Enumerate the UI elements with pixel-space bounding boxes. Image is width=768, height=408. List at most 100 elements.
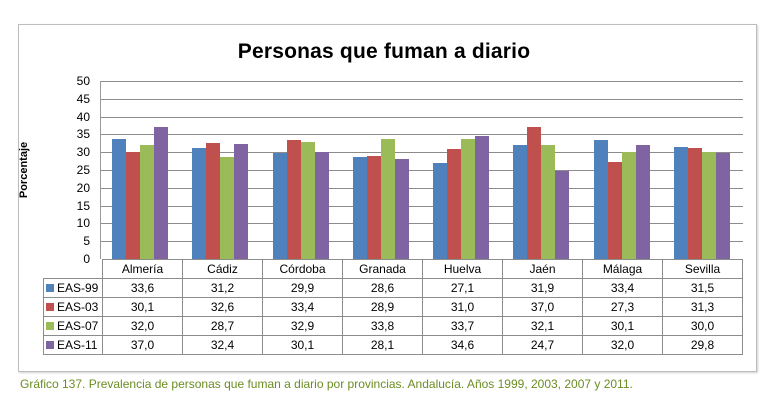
gridline	[101, 116, 743, 118]
table-cell: 32,1	[502, 316, 583, 336]
table-cell: 32,0	[102, 316, 183, 336]
category-header: Almería	[102, 259, 183, 279]
gridline	[101, 152, 743, 154]
table-row: EAS-11 37,0 32,4 30,1 28,1 34,6 24,7 32,0 29,8	[43, 335, 743, 355]
table-cell: 24,7	[502, 335, 583, 355]
gridline	[101, 134, 743, 136]
legend-label: EAS-11	[57, 338, 98, 352]
gridline	[101, 170, 743, 171]
y-axis-label: Porcentaje	[18, 141, 30, 199]
y-tick-label: 20	[76, 180, 90, 195]
category-header: Cádiz	[182, 259, 263, 279]
table-cell: 32,4	[182, 335, 263, 355]
bar-eas-07-4	[461, 139, 476, 259]
bar-eas-11-4	[475, 135, 490, 259]
gridline	[101, 98, 743, 100]
bar-eas-11-0	[154, 127, 169, 259]
table-cell: 30,1	[582, 316, 663, 336]
table-cell: 31,9	[502, 278, 583, 298]
legend-header-blank	[43, 259, 103, 279]
table-cell: 28,1	[342, 335, 423, 355]
table-cell: 28,7	[182, 316, 263, 336]
bar-eas-11-1	[234, 143, 249, 259]
bar-eas-11-6	[635, 145, 650, 259]
table-cell: 32,9	[262, 316, 343, 336]
table-cell: 29,9	[262, 278, 343, 298]
table-cell: 31,0	[422, 297, 503, 317]
bar-eas-07-0	[140, 145, 155, 259]
legend-label: EAS-99	[57, 281, 99, 295]
legend-swatch-icon	[46, 303, 54, 311]
table-cell: 29,8	[662, 335, 743, 355]
bar-eas-99-0	[112, 139, 127, 259]
legend-entry: EAS-99	[43, 278, 103, 298]
chart-title: Personas que fuman a diario	[237, 40, 531, 63]
bar-eas-07-2	[300, 141, 315, 259]
table-cell: 28,9	[342, 297, 423, 317]
legend-entry: EAS-11	[43, 335, 103, 355]
bar-eas-03-7	[687, 147, 702, 259]
bar-eas-07-5	[541, 144, 556, 259]
legend-label: EAS-07	[57, 319, 99, 333]
table-cell: 37,0	[102, 335, 183, 355]
y-tick-label: 25	[76, 163, 90, 177]
table-cell: 28,6	[342, 278, 423, 298]
table-cell: 32,6	[182, 297, 263, 317]
category-header: Sevilla	[662, 259, 743, 279]
table-row: EAS-03 30,1 32,6 33,4 28,9 31,0 37,0 27,3 31,3	[43, 297, 743, 317]
table-cell: 31,3	[662, 297, 743, 317]
table-row: EAS-99 33,6 31,2 29,9 28,6 27,1 31,9 33,4 31,5	[43, 278, 743, 298]
bar-eas-99-7	[673, 146, 688, 259]
y-tick-label: 50	[76, 74, 90, 88]
category-header: Jaén	[502, 259, 583, 279]
y-tick-label: 10	[76, 216, 90, 231]
bar-eas-03-1	[206, 142, 221, 259]
bar-eas-11-3	[394, 158, 409, 259]
bar-eas-03-5	[527, 127, 542, 259]
legend-swatch-icon	[46, 322, 54, 330]
legend-swatch-icon	[46, 341, 54, 349]
y-tick-label: 15	[76, 198, 90, 213]
gridline	[101, 187, 743, 189]
bar-eas-99-3	[352, 157, 367, 259]
data-table: Almería Cádiz Córdoba Granada Huelva Jaén Mála…	[43, 259, 743, 355]
bar-eas-99-6	[593, 140, 608, 259]
bar-eas-11-2	[314, 151, 329, 259]
table-cell: 30,1	[262, 335, 343, 355]
bar-eas-11-5	[555, 171, 570, 259]
y-tick-label: 0	[83, 252, 90, 266]
table-cell: 30,0	[662, 316, 743, 336]
table-cell: 27,1	[422, 278, 503, 298]
bar-eas-07-7	[701, 152, 716, 259]
category-header: Huelva	[422, 259, 503, 279]
table-cell: 31,2	[182, 278, 263, 298]
bar-eas-99-1	[192, 147, 207, 259]
category-header: Córdoba	[262, 259, 343, 279]
table-cell: 33,4	[582, 278, 663, 298]
table-cell: 31,5	[662, 278, 743, 298]
legend-swatch-icon	[46, 284, 54, 292]
bar-eas-03-0	[126, 151, 141, 259]
legend-entry: EAS-07	[43, 316, 103, 336]
legend-label: EAS-03	[57, 300, 99, 314]
category-header: Málaga	[582, 259, 663, 279]
bar-eas-03-3	[366, 156, 381, 259]
table-row: EAS-07 32,0 28,7 32,9 33,8 33,7 32,1 30,1 30,0	[43, 316, 743, 336]
bar-eas-99-4	[433, 162, 448, 259]
bar-eas-03-6	[607, 161, 622, 259]
plot-area	[100, 81, 743, 259]
category-header: Granada	[342, 259, 423, 279]
gridline	[101, 223, 743, 225]
bar-eas-03-2	[286, 140, 301, 259]
legend-entry: EAS-03	[43, 297, 103, 317]
data-table-header: Almería Cádiz Córdoba Granada Huelva Jaén Mála…	[43, 259, 743, 279]
table-cell: 33,8	[342, 316, 423, 336]
table-cell: 27,3	[582, 297, 663, 317]
table-cell: 37,0	[502, 297, 583, 317]
table-cell: 33,7	[422, 316, 503, 336]
y-tick-label: 5	[83, 234, 90, 249]
bar-eas-03-4	[447, 148, 462, 259]
figure-caption: Gráfico 137. Prevalencia de personas que…	[20, 377, 633, 391]
gridline	[101, 241, 743, 243]
table-cell: 33,6	[102, 278, 183, 298]
